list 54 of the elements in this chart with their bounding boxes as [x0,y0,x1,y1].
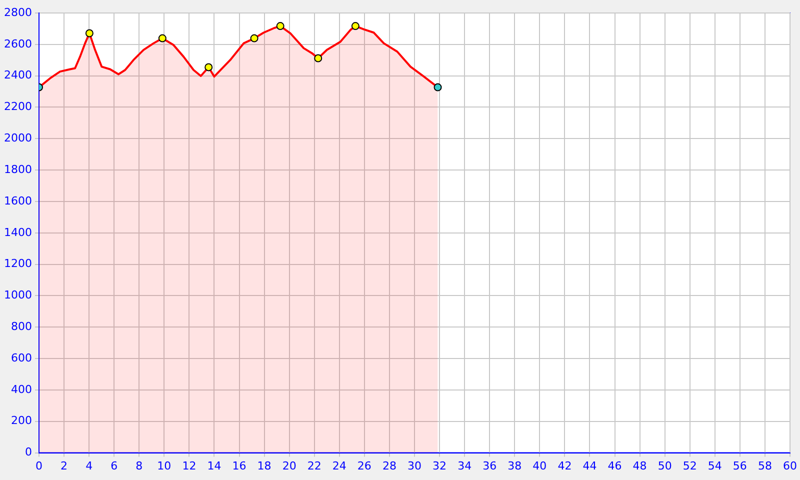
x-tick-label: 60 [783,459,797,472]
y-tick-label: 400 [11,382,32,396]
x-tick-label: 4 [86,459,93,472]
x-tick-label: 54 [708,459,722,472]
x-tick-label: 10 [157,459,172,472]
x-tick-label: 58 [758,459,772,472]
point [204,63,213,72]
x-tick-label: 32 [432,459,447,472]
x-tick-label: 46 [608,459,622,472]
y-tick-label: 800 [11,320,32,333]
y-tick-label: 600 [11,351,32,364]
point [250,34,258,42]
point [351,22,360,30]
x-tick-label: 18 [257,459,272,472]
x-tick-label: 56 [732,459,747,472]
x-tick-label: 48 [632,459,647,472]
point [158,34,166,42]
x-tick-label: 22 [307,459,322,472]
point [314,54,322,62]
y-tick-label: 2400 [4,68,32,82]
x-tick-label: 50 [658,459,672,472]
y-tick-label: 1400 [4,226,32,239]
x-tick-label: 34 [458,459,472,472]
x-tick-label: 28 [382,459,396,472]
x-tick-label: 42 [558,459,572,472]
point [276,22,284,30]
x-tick-label: 40 [532,459,547,472]
x-tick-label: 20 [282,459,296,472]
y-tick-label: 200 [11,414,32,428]
y-tick-label: 0 [25,446,32,459]
x-tick-label: 12 [182,459,196,472]
y-tick-label: 1200 [4,257,32,270]
y-tick-label: 2000 [4,132,32,145]
x-tick-label: 38 [508,459,522,472]
x-tick-label: 2 [60,459,68,472]
x-tick-label: 24 [332,459,346,472]
x-tick-label: 14 [207,459,222,472]
y-tick-label: 1000 [4,288,32,302]
x-tick-label: 6 [110,459,118,472]
y-tick-label: 2800 [4,6,32,19]
y-tick-label: 2200 [4,100,32,114]
y-tick-label: 1600 [4,194,32,208]
point [434,83,442,92]
y-tick-label: 1800 [4,162,32,176]
x-tick-label: 44 [582,459,597,472]
x-tick-label: 26 [357,459,372,472]
x-tick-label: 30 [408,459,422,472]
x-tick-label: 0 [36,459,42,472]
x-tick-label: 52 [682,459,697,472]
y-tick-label: 2600 [4,37,32,50]
x-tick-label: 8 [136,459,143,472]
x-tick-label: 36 [482,459,497,472]
x-tick-label: 16 [232,459,246,472]
point [85,29,94,38]
